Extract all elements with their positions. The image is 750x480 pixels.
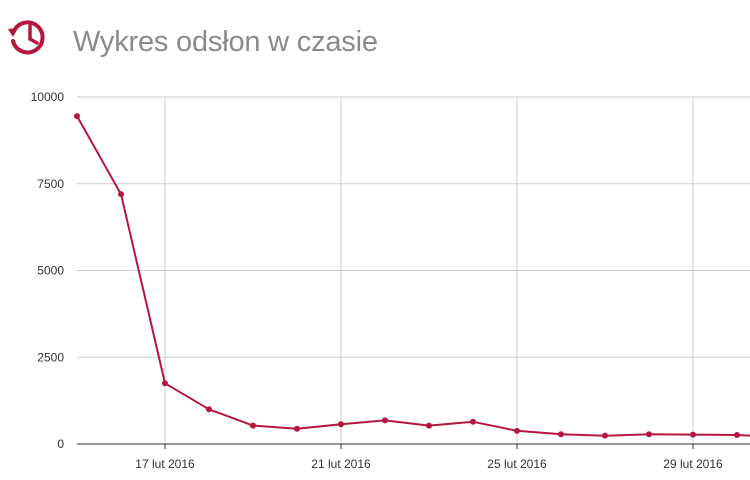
data-point[interactable]: [426, 422, 432, 429]
data-point[interactable]: [338, 421, 344, 428]
data-point[interactable]: [250, 422, 256, 429]
y-tick-label: 7500: [37, 177, 64, 191]
y-tick-label: 10000: [31, 90, 65, 104]
data-point[interactable]: [294, 425, 300, 432]
data-point[interactable]: [602, 432, 608, 439]
page-title: Wykres odsłon w czasie: [73, 26, 378, 58]
chart-area: 0 2500 5000 7500 10000 17 lut 2016 21 lut 201…: [0, 80, 750, 480]
x-axis-ticks: 17 lut 2016 21 lut 2016 25 lut 2016 29 lut …: [135, 457, 723, 471]
data-point[interactable]: [162, 380, 168, 387]
data-point[interactable]: [646, 431, 652, 438]
chart-header: Wykres odsłon w czasie: [0, 0, 750, 80]
data-point[interactable]: [514, 427, 520, 434]
series: [74, 113, 750, 439]
x-tick-label: 29 lut 2016: [663, 457, 723, 471]
data-point[interactable]: [206, 406, 212, 413]
series-line: [76, 115, 750, 437]
x-tick-label: 25 lut 2016: [487, 457, 547, 471]
y-tick-label: 2500: [37, 350, 64, 364]
y-tick-label: 5000: [37, 264, 64, 278]
history-clock-icon: [8, 17, 48, 57]
data-point[interactable]: [74, 113, 80, 120]
line-chart: 0 2500 5000 7500 10000 17 lut 2016 21 lut 201…: [31, 90, 750, 471]
y-tick-label: 0: [57, 437, 64, 451]
x-tick-label: 21 lut 2016: [311, 457, 371, 471]
data-point[interactable]: [118, 191, 124, 198]
data-point[interactable]: [690, 431, 696, 438]
y-axis-ticks: 0 2500 5000 7500 10000: [31, 90, 65, 451]
data-point[interactable]: [558, 431, 564, 438]
data-point[interactable]: [470, 418, 476, 425]
data-point[interactable]: [734, 431, 740, 438]
grid: [77, 96, 750, 449]
data-point[interactable]: [382, 417, 388, 424]
x-tick-label: 17 lut 2016: [135, 457, 195, 471]
